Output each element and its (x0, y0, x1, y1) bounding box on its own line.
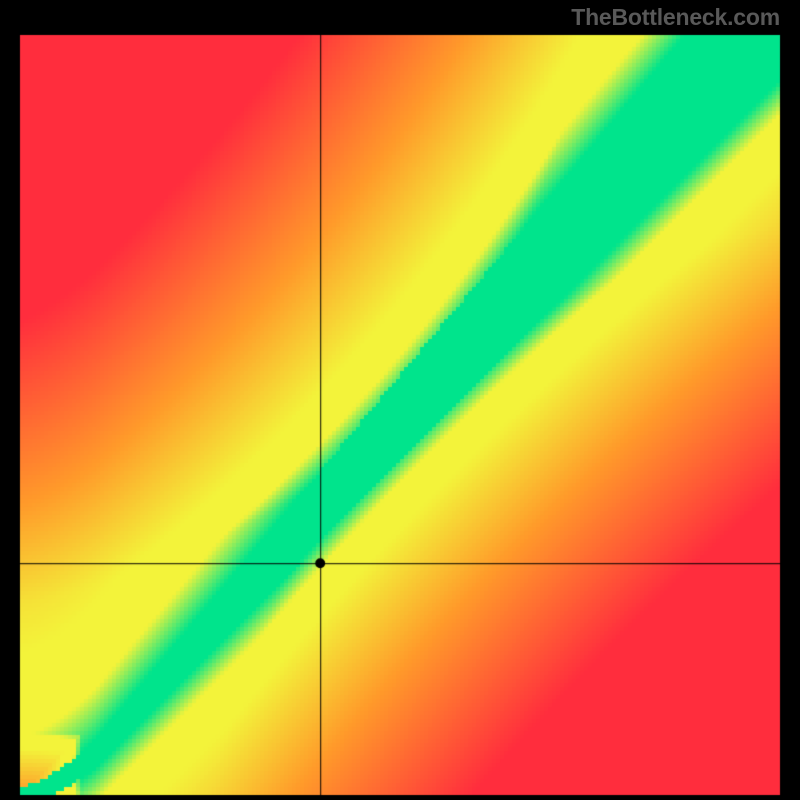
watermark-label: TheBottleneck.com (571, 4, 780, 31)
bottleneck-heatmap (0, 0, 800, 800)
